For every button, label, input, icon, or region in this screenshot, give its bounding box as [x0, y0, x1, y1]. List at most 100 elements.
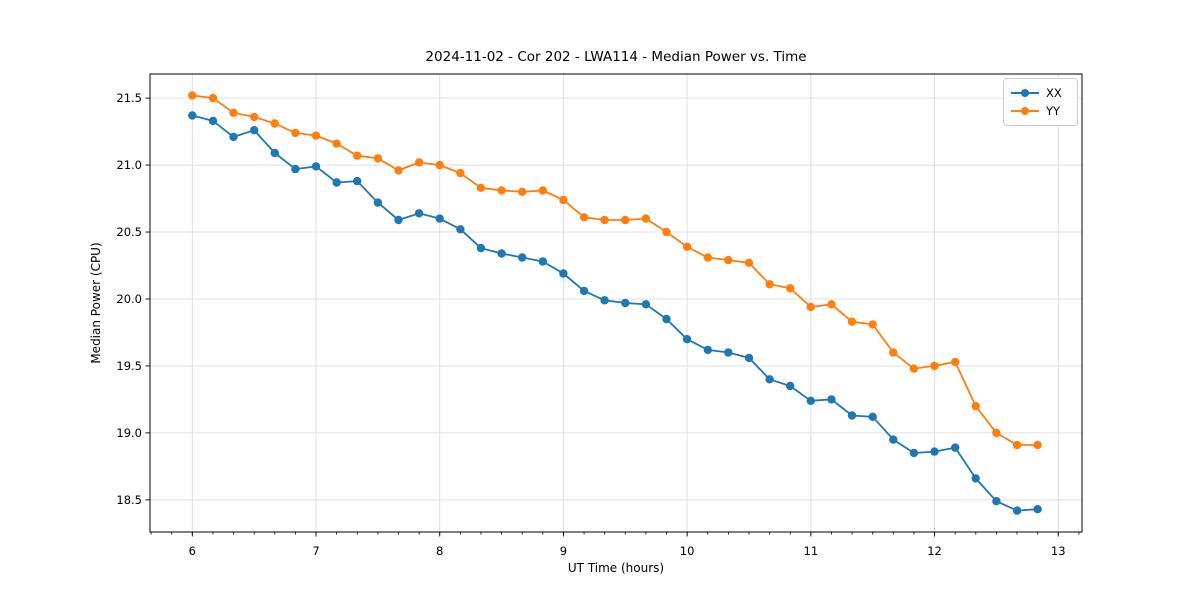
data-point [188, 91, 197, 100]
data-point [827, 395, 836, 404]
data-point [476, 183, 486, 192]
data-point [930, 447, 939, 456]
data-point [353, 176, 362, 186]
data-point [435, 214, 444, 223]
data-point [909, 364, 919, 373]
x-tick-label: 9 [560, 544, 567, 558]
legend-label-xx: XX [1046, 86, 1062, 100]
data-point [662, 314, 671, 324]
data-point [229, 132, 238, 142]
plot-border [149, 73, 1083, 533]
x-axis-ticks: 6 7 8 9 10 11 12 13 [189, 532, 1066, 558]
data-point [600, 215, 609, 225]
data-point [497, 249, 506, 258]
data-point [188, 111, 197, 120]
data-point [703, 253, 712, 262]
x-tick-label: 7 [312, 544, 319, 558]
data-point [538, 257, 547, 266]
data-point [518, 187, 527, 196]
y-tick-label: 19.5 [116, 359, 142, 373]
data-point [827, 300, 836, 309]
chart-title: 2024-11-02 - Cor 202 - LWA114 - Median P… [425, 49, 807, 65]
data-point [621, 215, 630, 225]
data-point [868, 412, 877, 421]
series-XX-markers [188, 111, 1042, 515]
data-point [909, 448, 919, 458]
data-point [930, 361, 939, 371]
data-point [476, 243, 486, 253]
y-tick-label: 19.0 [116, 426, 142, 440]
data-point [847, 317, 857, 326]
data-point [311, 162, 321, 171]
data-point [703, 345, 712, 355]
data-point [765, 280, 774, 289]
data-point [992, 428, 1001, 438]
series-YY-line [191, 94, 1039, 446]
data-point [682, 242, 692, 251]
legend: XX YY [1003, 78, 1078, 126]
data-point [208, 93, 218, 103]
data-point [579, 286, 589, 296]
legend-label-yy: YY [1046, 104, 1061, 118]
data-point [250, 126, 259, 135]
series-YY-markers [188, 91, 1042, 450]
data-point [889, 348, 898, 357]
data-point [951, 443, 960, 452]
data-point [806, 302, 815, 312]
x-tick-label: 13 [1051, 544, 1066, 558]
data-point [414, 158, 424, 167]
y-axis-ticks: 18.5 19.0 19.5 20.0 20.5 21.0 21.5 [116, 91, 150, 507]
data-point [311, 131, 321, 140]
grid-lines [150, 74, 1082, 532]
data-point [229, 108, 238, 118]
data-point [1012, 506, 1022, 515]
data-point [373, 154, 383, 163]
x-tick-label: 6 [189, 544, 196, 558]
data-point [538, 186, 547, 195]
data-point [786, 381, 795, 391]
data-point [332, 139, 341, 148]
y-axis-label: Median Power (CPU) [89, 242, 103, 364]
data-point [682, 335, 692, 344]
x-tick-label: 12 [927, 544, 942, 558]
data-point [291, 164, 300, 174]
data-point [559, 269, 568, 278]
y-tick-label: 18.5 [116, 493, 142, 507]
data-point [971, 401, 980, 411]
data-point [662, 227, 671, 237]
data-point [951, 357, 960, 367]
data-point [456, 225, 465, 234]
x-tick-label: 10 [680, 544, 695, 558]
y-tick-label: 20.5 [116, 225, 142, 239]
data-point [456, 168, 465, 178]
data-point [744, 258, 754, 267]
data-point [270, 148, 279, 158]
y-tick-label: 21.5 [116, 91, 142, 105]
data-point [992, 497, 1001, 506]
data-point [786, 284, 795, 293]
y-tick-label: 21.0 [116, 158, 142, 172]
x-tick-label: 11 [804, 544, 819, 558]
legend-marker-xx-icon [1011, 88, 1039, 98]
data-point [889, 435, 898, 444]
data-point [270, 119, 279, 128]
data-point [394, 215, 403, 225]
data-point [765, 375, 774, 384]
data-point [373, 198, 383, 207]
data-point [1033, 505, 1042, 514]
data-point [250, 112, 259, 122]
data-point [414, 209, 424, 218]
data-point [291, 128, 300, 138]
y-tick-label: 20.0 [116, 292, 142, 306]
data-point [497, 186, 506, 195]
legend-item-yy: YY [1011, 102, 1070, 120]
data-point [847, 411, 857, 420]
data-point [559, 195, 568, 205]
data-point [641, 214, 651, 223]
data-point [394, 166, 403, 175]
x-axis-label: UT Time (hours) [567, 561, 665, 575]
legend-item-xx: XX [1011, 84, 1070, 102]
data-point [641, 300, 651, 309]
data-point [724, 255, 733, 265]
